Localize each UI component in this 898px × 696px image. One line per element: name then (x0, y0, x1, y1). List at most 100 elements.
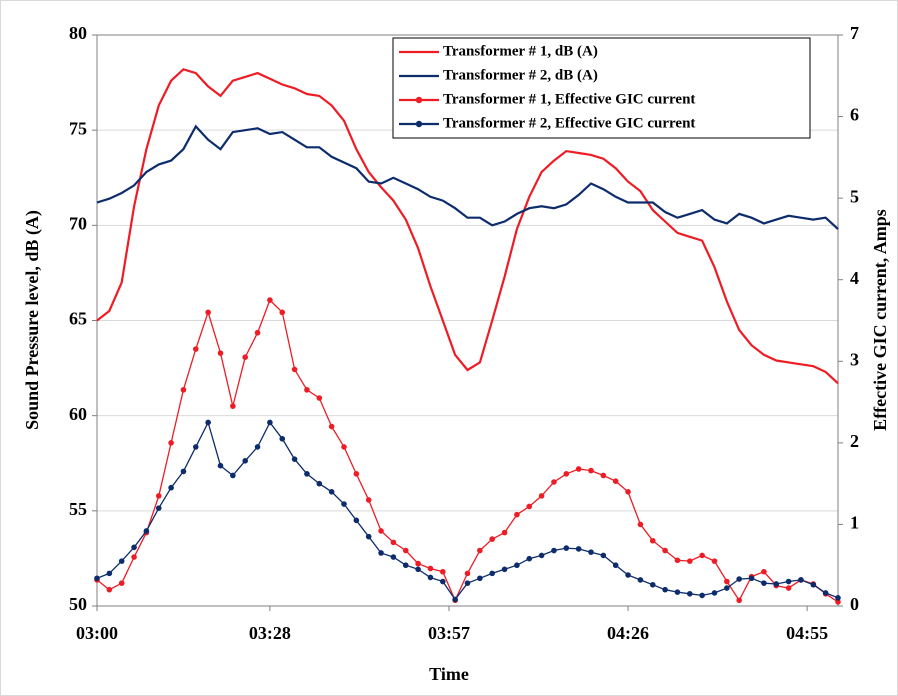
data-point (563, 471, 570, 477)
data-point (427, 574, 434, 581)
x-tick-label: 03:00 (76, 623, 118, 643)
data-point (155, 505, 162, 511)
data-point (798, 577, 804, 583)
y2-tick-label: 3 (850, 349, 859, 369)
data-point (538, 493, 545, 499)
data-point (785, 578, 792, 585)
data-point (477, 575, 483, 582)
data-point (600, 552, 607, 559)
data-point (341, 444, 347, 450)
data-point (440, 568, 446, 575)
x-axis-label: Time (429, 664, 469, 684)
data-point (810, 581, 817, 588)
data-point (551, 547, 557, 554)
y2-axis-label: Effective GIC current, Amps (870, 209, 890, 431)
y-axis-label: Sound Pressure level, dB (A) (22, 210, 43, 430)
data-point (254, 444, 261, 450)
data-point (353, 517, 360, 524)
data-point (724, 585, 730, 591)
data-point (575, 546, 582, 552)
data-point (748, 575, 755, 582)
data-point (637, 521, 644, 528)
data-point (230, 403, 236, 409)
data-point (217, 462, 224, 469)
data-point (612, 478, 619, 484)
data-point (724, 578, 730, 585)
x-tick-label: 03:28 (249, 623, 291, 643)
data-point (131, 554, 137, 560)
data-point (649, 537, 656, 544)
legend-label: Transformer # 1, Effective GIC current (443, 91, 695, 107)
data-point (180, 387, 187, 393)
data-point (835, 595, 841, 601)
data-point (477, 547, 483, 554)
data-point (625, 489, 631, 495)
data-point (440, 578, 446, 585)
data-point (761, 568, 767, 575)
x-tick-label: 03:57 (428, 623, 470, 643)
data-point (612, 562, 619, 569)
legend-label: Transformer # 2, Effective GIC current (443, 115, 695, 131)
data-point (625, 572, 631, 578)
data-point (514, 511, 520, 518)
data-point (205, 309, 211, 316)
data-point (402, 547, 409, 554)
data-point (761, 580, 767, 586)
data-point (180, 468, 187, 475)
data-point (316, 480, 323, 487)
legend-label: Transformer # 1, dB (A) (443, 43, 598, 59)
data-point (588, 549, 594, 555)
data-point (94, 575, 100, 582)
data-point (785, 585, 792, 591)
data-point (230, 472, 236, 479)
data-point (489, 536, 496, 542)
data-point (341, 501, 347, 507)
y-tick-label: 70 (69, 213, 87, 233)
y2-tick-label: 7 (850, 23, 859, 43)
y2-tick-label: 1 (850, 513, 859, 533)
data-point (526, 503, 533, 510)
data-point (551, 479, 557, 485)
data-point (143, 528, 150, 534)
data-point (575, 466, 582, 472)
data-point (254, 329, 261, 336)
data-point (600, 472, 607, 479)
data-point (267, 419, 273, 426)
data-point (242, 354, 248, 361)
data-point (649, 581, 656, 588)
data-point (662, 586, 668, 593)
data-point (291, 366, 298, 373)
data-point (773, 581, 780, 587)
data-point (378, 528, 384, 534)
data-point (637, 577, 644, 583)
data-point (168, 440, 174, 446)
data-point (378, 550, 384, 556)
data-point (711, 590, 718, 596)
data-point (304, 387, 310, 393)
data-point (489, 570, 496, 577)
legend-label: Transformer # 2, dB (A) (443, 67, 598, 83)
x-tick-label: 04:26 (607, 623, 649, 643)
data-point (835, 599, 841, 605)
data-point (563, 545, 570, 551)
data-point (193, 444, 199, 450)
legend: Transformer # 1, dB (A) Transformer # 2, … (392, 37, 811, 139)
data-point (267, 297, 273, 303)
data-point (736, 597, 742, 604)
data-point (365, 497, 372, 503)
legend-marker (415, 96, 423, 104)
data-point (402, 562, 409, 569)
data-point (452, 596, 458, 603)
data-point (390, 539, 397, 546)
y2-tick-label: 4 (850, 268, 859, 288)
data-point (168, 484, 174, 491)
data-point (193, 346, 199, 352)
y2-tick-label: 5 (850, 186, 859, 206)
data-point (699, 552, 705, 559)
y-tick-label: 80 (69, 23, 87, 43)
y-tick-label: 60 (69, 404, 87, 424)
y-tick-label: 65 (69, 309, 87, 329)
legend-marker (415, 120, 423, 128)
data-point (674, 557, 681, 564)
